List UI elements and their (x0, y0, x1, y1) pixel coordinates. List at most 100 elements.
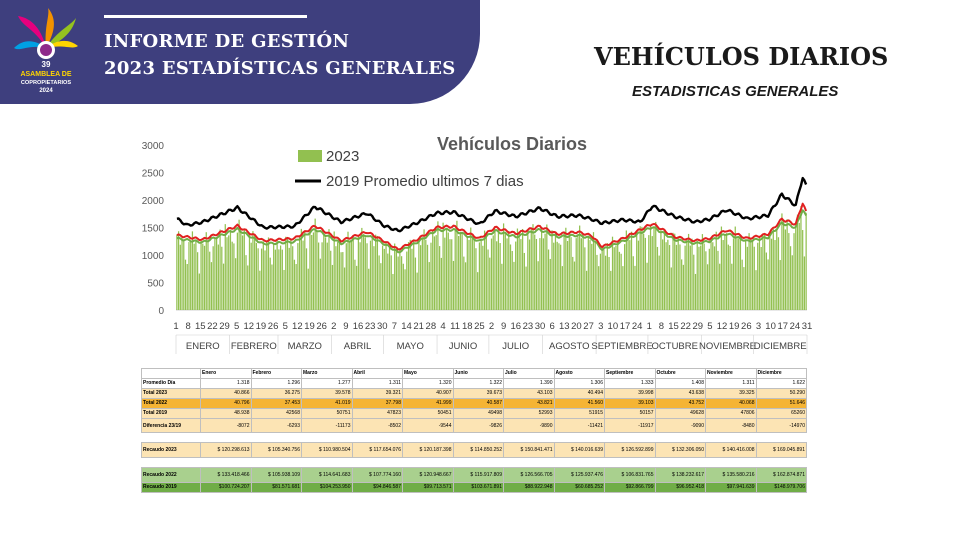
table-cell: 40.494 (553, 388, 605, 399)
bar (426, 244, 429, 310)
legend-swatch-2023 (298, 150, 322, 162)
table-cell: 40.068 (705, 398, 757, 409)
bar (625, 230, 627, 310)
bar (188, 242, 190, 310)
bar (186, 264, 188, 310)
bar (255, 242, 258, 310)
bar (260, 248, 263, 310)
table-cell (554, 457, 605, 468)
bar (451, 239, 453, 310)
bar (252, 231, 254, 310)
bar (748, 233, 750, 310)
bar (316, 231, 318, 310)
x-tick-label: 28 (426, 321, 437, 332)
bar (611, 236, 614, 310)
bar (693, 254, 695, 310)
x-tick-label: 29 (692, 321, 703, 332)
table-cell (402, 457, 453, 468)
bar (464, 262, 467, 310)
bar (684, 245, 686, 310)
bar (793, 233, 795, 310)
table-cell: 50451 (402, 408, 454, 419)
x-tick-label: 23 (523, 321, 534, 332)
bar (248, 232, 251, 310)
bar (406, 251, 408, 310)
x-tick-label: 16 (353, 321, 364, 332)
bar (604, 255, 607, 310)
bar (554, 233, 557, 310)
bar (800, 206, 802, 310)
table-cell: -8502 (351, 418, 403, 433)
bar (343, 267, 346, 310)
table-cell (301, 457, 352, 468)
table-cell: $104.253.950 (301, 482, 353, 493)
month-label: SEPTIEMBRE (591, 341, 652, 352)
bar (615, 245, 617, 310)
bar (617, 241, 619, 310)
table-cell (200, 432, 251, 443)
bar (411, 248, 413, 310)
bar (544, 233, 546, 310)
bar (587, 236, 589, 310)
bar (501, 263, 503, 310)
bar (235, 258, 237, 310)
bar (620, 253, 622, 310)
table-cell: $100.724.207 (200, 482, 252, 493)
x-tick-label: 5 (707, 321, 712, 332)
bar (286, 237, 289, 310)
bar (599, 253, 602, 310)
bar (566, 241, 569, 310)
bar (203, 245, 206, 310)
bar (442, 222, 444, 310)
bar (637, 240, 640, 310)
table-cell: 39.321 (351, 388, 403, 399)
bar (774, 240, 776, 310)
bar (632, 256, 634, 310)
table-cell: 1.311 (351, 378, 403, 389)
table-cell: 1.318 (200, 378, 252, 389)
bar (333, 231, 335, 310)
table-cell (352, 457, 403, 468)
bar (302, 240, 304, 310)
x-tick-label: 27 (583, 321, 594, 332)
bar (274, 249, 277, 310)
table-cell (352, 432, 403, 443)
bar (459, 231, 462, 310)
x-tick-label: 17 (620, 321, 631, 332)
bar (357, 236, 360, 310)
row-label: Total 2022 (141, 398, 201, 409)
table-cell: 36.275 (250, 388, 302, 399)
table-cell (251, 457, 302, 468)
bar (304, 231, 306, 310)
bar (210, 262, 213, 310)
bar (471, 238, 474, 310)
bar (608, 256, 610, 310)
bar (430, 242, 432, 310)
x-tick-label: 2 (489, 321, 494, 332)
bar (381, 245, 384, 310)
bar (368, 268, 370, 310)
bar (461, 232, 463, 310)
bar (668, 245, 671, 310)
bar (496, 241, 498, 310)
bar (193, 243, 195, 310)
logo-year: 2024 (39, 88, 53, 94)
bar (720, 226, 723, 310)
table-cell: 1.390 (503, 378, 555, 389)
bar (497, 228, 500, 310)
table-cell: 39.673 (452, 388, 504, 399)
bar (502, 223, 505, 310)
table-cell: -6293 (250, 418, 302, 433)
bar (183, 241, 185, 310)
bar (741, 259, 743, 310)
x-tick-label: 3 (598, 321, 603, 332)
x-tick-label: 8 (185, 321, 190, 332)
y-tick-label: 1000 (142, 251, 165, 262)
table-cell: $ 110.980.504 (301, 442, 353, 458)
month-label: MARZO (288, 341, 322, 352)
table-cell: 41.560 (553, 398, 605, 409)
bar (623, 244, 626, 310)
table-cell: $ 120.948.667 (402, 467, 454, 483)
x-tick-label: 31 (802, 321, 813, 332)
table-cell: 40.587 (452, 398, 504, 409)
